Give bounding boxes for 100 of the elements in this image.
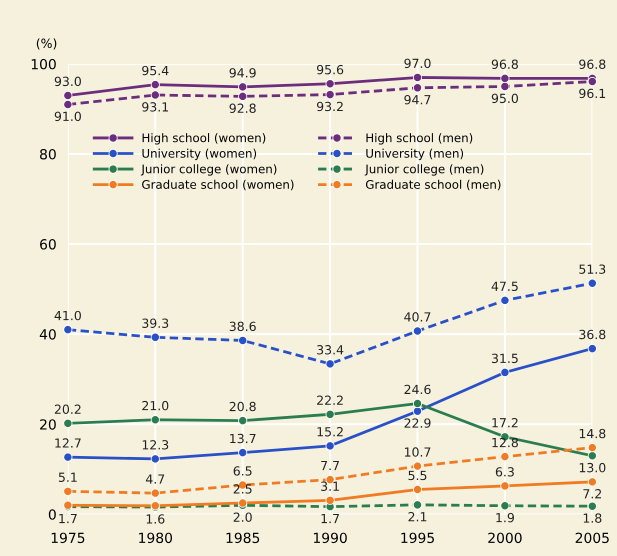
point bbox=[588, 451, 597, 460]
point bbox=[326, 90, 335, 100]
point bbox=[412, 398, 422, 408]
data-label: 24.6 bbox=[404, 384, 431, 394]
data-label: 95.4 bbox=[142, 66, 168, 76]
point bbox=[412, 484, 422, 494]
data-label: 10.7 bbox=[404, 447, 430, 457]
point bbox=[412, 500, 422, 510]
legend-label: University (men) bbox=[366, 148, 464, 160]
data-label: 7.7 bbox=[321, 460, 339, 470]
point bbox=[412, 72, 422, 82]
point bbox=[588, 502, 597, 511]
point bbox=[500, 501, 510, 510]
y-tick-label: 0 bbox=[48, 509, 56, 520]
data-label: 97.0 bbox=[404, 58, 431, 68]
point bbox=[63, 325, 72, 334]
point bbox=[500, 296, 510, 305]
legend-label: Graduate school (women) bbox=[142, 180, 294, 190]
data-label: 1.7 bbox=[322, 514, 339, 524]
point bbox=[326, 441, 335, 450]
point bbox=[412, 83, 422, 92]
data-label: 2.1 bbox=[408, 512, 426, 522]
data-label: 47.5 bbox=[492, 282, 518, 292]
data-label: 93.0 bbox=[54, 76, 81, 86]
data-label: 95.0 bbox=[492, 94, 518, 104]
point bbox=[238, 82, 248, 92]
point bbox=[150, 415, 160, 424]
data-label: 2.0 bbox=[234, 512, 252, 522]
data-label: 91.0 bbox=[54, 112, 81, 122]
data-label: 6.3 bbox=[496, 467, 514, 477]
data-label: 41.0 bbox=[54, 310, 81, 320]
point bbox=[588, 76, 597, 86]
point bbox=[412, 462, 422, 471]
legend-label: High school (women) bbox=[142, 133, 266, 145]
data-label: 7.2 bbox=[583, 489, 602, 498]
data-label: 33.4 bbox=[317, 345, 344, 355]
x-tick-label: 1975 bbox=[52, 532, 84, 544]
y-axis-title: (%) bbox=[36, 38, 56, 50]
data-label: 2.5 bbox=[234, 484, 252, 494]
point bbox=[500, 452, 510, 462]
data-label: 93.2 bbox=[316, 102, 343, 112]
point bbox=[500, 368, 510, 378]
data-label: 3.1 bbox=[321, 482, 339, 491]
point bbox=[500, 74, 510, 83]
point bbox=[326, 359, 335, 368]
point bbox=[63, 418, 72, 428]
data-label: 96.1 bbox=[579, 88, 606, 98]
point bbox=[150, 488, 160, 498]
legend-label: University (women) bbox=[142, 148, 256, 160]
data-label: 39.3 bbox=[142, 318, 168, 328]
point bbox=[238, 416, 248, 426]
legend-label: Junior college (men) bbox=[364, 164, 484, 176]
point bbox=[588, 477, 597, 486]
point bbox=[588, 443, 597, 452]
data-label: 94.9 bbox=[230, 68, 256, 78]
data-label: 13.0 bbox=[580, 462, 606, 472]
data-label: 31.5 bbox=[492, 354, 518, 364]
point bbox=[63, 452, 72, 462]
legend-label: Graduate school (men) bbox=[366, 180, 500, 190]
data-label: 5.5 bbox=[408, 470, 426, 480]
legend-label: High school (men) bbox=[366, 133, 472, 145]
data-label: 51.3 bbox=[579, 264, 606, 274]
point bbox=[63, 100, 72, 110]
data-label: 15.2 bbox=[318, 427, 343, 436]
point bbox=[238, 448, 248, 458]
point bbox=[412, 326, 422, 336]
data-label: 1.7 bbox=[59, 514, 77, 524]
data-label: 12.8 bbox=[492, 438, 518, 448]
data-label: 14.8 bbox=[580, 428, 606, 438]
x-tick-label: 1985 bbox=[226, 532, 260, 544]
data-label: 93.1 bbox=[142, 102, 168, 112]
x-tick-label: 1995 bbox=[401, 532, 434, 544]
point bbox=[238, 336, 248, 346]
y-tick-label: 40 bbox=[40, 329, 56, 340]
y-tick-label: 80 bbox=[40, 148, 56, 160]
data-label: 1.8 bbox=[584, 513, 602, 523]
data-label: 17.2 bbox=[492, 418, 518, 428]
data-label: 96.8 bbox=[492, 60, 518, 69]
point bbox=[150, 80, 160, 90]
data-label: 4.7 bbox=[146, 474, 164, 484]
data-label: 5.1 bbox=[58, 472, 77, 482]
data-label: 1.9 bbox=[496, 512, 514, 522]
y-tick-label: 20 bbox=[40, 419, 56, 430]
point bbox=[63, 486, 72, 496]
point bbox=[588, 278, 597, 288]
point bbox=[500, 481, 510, 491]
y-tick-label: 60 bbox=[40, 239, 56, 250]
point bbox=[588, 344, 597, 354]
data-label: 6.5 bbox=[234, 466, 252, 476]
point bbox=[326, 496, 335, 505]
legend-label: Junior college (women) bbox=[140, 164, 276, 176]
data-label: 21.0 bbox=[142, 400, 168, 410]
point bbox=[238, 498, 248, 508]
point bbox=[326, 410, 335, 419]
data-label: 22.9 bbox=[404, 418, 431, 428]
data-label: 22.2 bbox=[317, 396, 343, 405]
data-label: 13.7 bbox=[230, 434, 256, 444]
x-tick-label: 1990 bbox=[314, 532, 347, 544]
data-label: 1.6 bbox=[146, 514, 164, 524]
point bbox=[238, 92, 248, 101]
